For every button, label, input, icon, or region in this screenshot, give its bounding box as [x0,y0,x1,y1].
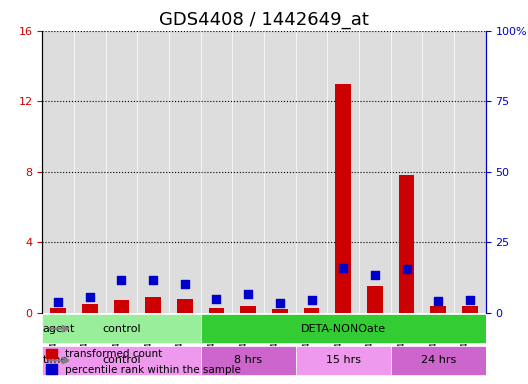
FancyBboxPatch shape [201,346,296,375]
Text: agent: agent [43,324,76,334]
Point [339,265,347,271]
Bar [272,310,288,313]
Bar [209,308,224,313]
Text: GSM549083: GSM549083 [144,318,153,373]
Bar [327,31,359,313]
Point [307,296,316,303]
Bar [82,304,98,313]
Point [212,296,221,302]
Bar [177,299,193,313]
Text: 8 hrs: 8 hrs [234,356,262,366]
Bar [264,31,296,313]
Bar [367,286,383,313]
Text: GSM549092: GSM549092 [429,318,438,373]
Bar [454,31,486,313]
Bar [240,306,256,313]
Bar [430,306,446,313]
Bar [74,31,106,313]
Text: GSM549090: GSM549090 [366,318,375,373]
Legend: transformed count, percentile rank within the sample: transformed count, percentile rank withi… [42,345,245,379]
Bar [232,31,264,313]
Text: GSM549081: GSM549081 [81,318,90,373]
Bar [422,31,454,313]
Bar [335,84,351,313]
Title: GDS4408 / 1442649_at: GDS4408 / 1442649_at [159,12,369,30]
Point [371,272,379,278]
Text: time: time [43,356,68,366]
Bar [50,308,66,313]
Text: GSM549091: GSM549091 [398,318,407,373]
Point [86,294,94,300]
Text: GSM549086: GSM549086 [239,318,248,373]
Text: control: control [102,324,141,334]
Bar [145,297,161,313]
Text: GSM549093: GSM549093 [461,318,470,373]
Text: GSM549087: GSM549087 [271,318,280,373]
Text: DETA-NONOate: DETA-NONOate [300,324,386,334]
Point [402,265,411,271]
Bar [399,175,414,313]
Bar [106,31,137,313]
Text: GSM549089: GSM549089 [334,318,343,373]
FancyBboxPatch shape [42,346,201,375]
Text: GSM549080: GSM549080 [49,318,58,373]
Bar [137,31,169,313]
FancyBboxPatch shape [42,314,201,343]
Bar [359,31,391,313]
Point [181,281,189,287]
Point [117,276,126,283]
Text: GSM549085: GSM549085 [208,318,216,373]
Text: GSM549082: GSM549082 [112,318,121,373]
Text: GSM549084: GSM549084 [176,318,185,373]
Bar [169,31,201,313]
Bar [391,31,422,313]
Text: 24 hrs: 24 hrs [421,356,456,366]
Point [244,291,252,297]
Point [434,298,442,304]
Point [466,297,474,303]
Bar [114,301,129,313]
Text: control: control [102,356,141,366]
FancyBboxPatch shape [391,346,486,375]
Bar [462,306,478,313]
Bar [304,308,319,313]
Point [149,277,157,283]
Point [276,300,284,306]
Bar [296,31,327,313]
Bar [42,31,74,313]
FancyBboxPatch shape [201,314,486,343]
Text: GSM549088: GSM549088 [303,318,312,373]
Text: 15 hrs: 15 hrs [326,356,361,366]
Point [54,299,62,305]
FancyBboxPatch shape [296,346,391,375]
Bar [201,31,232,313]
